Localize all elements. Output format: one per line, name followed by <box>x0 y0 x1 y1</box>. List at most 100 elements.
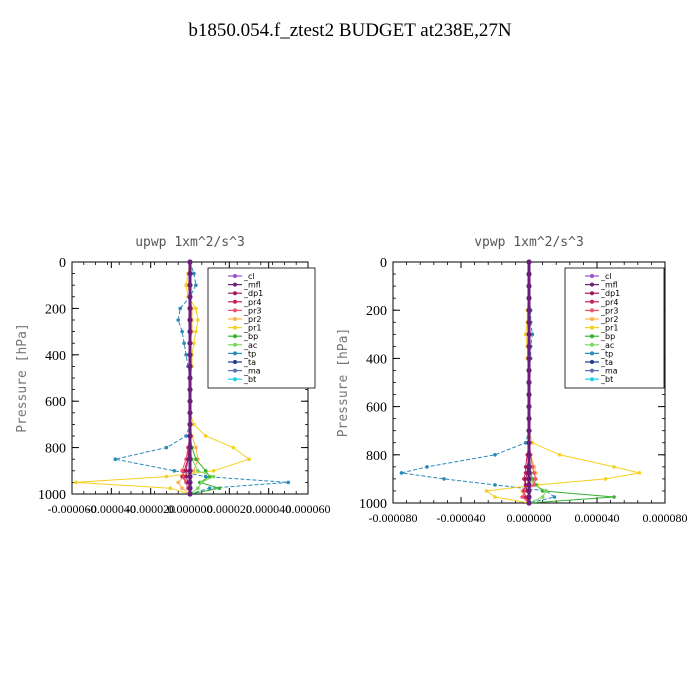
data-point <box>484 489 489 493</box>
data-point <box>187 474 193 480</box>
data-point <box>425 465 429 469</box>
data-point <box>247 457 251 462</box>
data-point <box>187 259 193 265</box>
data-point <box>180 486 184 491</box>
data-point <box>217 486 222 491</box>
y-tick-label: 600 <box>366 401 387 416</box>
y-tick-label: 400 <box>366 352 387 367</box>
data-point <box>530 441 535 445</box>
legend-marker <box>590 274 594 278</box>
legend-marker <box>233 325 237 330</box>
legend-marker <box>233 342 237 347</box>
data-point <box>526 470 532 476</box>
data-point <box>612 495 616 499</box>
y-axis-label: Pressure [hPa] <box>15 323 30 433</box>
x-tick-label: 0.000020 <box>207 502 252 516</box>
data-point <box>523 332 528 337</box>
data-point <box>552 495 557 499</box>
legend-marker <box>233 317 237 321</box>
x-tick-label: -0.000020 <box>126 502 175 516</box>
data-point <box>192 422 196 427</box>
legend-marker <box>233 351 237 356</box>
data-point <box>526 452 532 458</box>
legend-marker <box>233 360 237 364</box>
legend-entry: _pr2 <box>243 315 261 324</box>
data-point <box>526 295 532 301</box>
panel-1: -0.000060-0.000040-0.0000200.0000000.000… <box>15 235 331 516</box>
data-point <box>113 457 118 462</box>
data-point <box>176 480 180 485</box>
data-point <box>493 483 497 487</box>
data-point <box>187 363 193 369</box>
legend-entry: _cl <box>243 272 255 281</box>
data-point <box>187 479 193 485</box>
data-point <box>442 477 446 481</box>
y-tick-label: 1000 <box>359 497 387 512</box>
data-point <box>187 421 193 427</box>
data-point <box>187 445 193 451</box>
data-point <box>187 352 193 358</box>
data-point <box>184 353 188 357</box>
data-point <box>187 340 193 346</box>
x-tick-label: -0.000040 <box>87 502 136 516</box>
data-point <box>164 474 169 479</box>
legend-marker <box>590 308 594 313</box>
data-point <box>526 367 532 373</box>
data-point <box>526 494 532 500</box>
legend-entry: _pr4 <box>243 298 261 307</box>
data-point <box>184 469 188 473</box>
data-point <box>526 271 532 277</box>
legend-entry: _bt <box>600 375 613 384</box>
legend-marker <box>233 377 237 382</box>
x-tick-label: -0.000040 <box>437 511 486 525</box>
data-point <box>532 483 536 487</box>
data-point <box>523 483 528 487</box>
data-point <box>520 495 524 499</box>
data-point <box>203 474 208 479</box>
data-point <box>207 486 212 491</box>
data-point <box>187 468 193 474</box>
legend-marker <box>233 282 237 287</box>
data-point <box>523 477 528 481</box>
data-point <box>231 445 236 450</box>
legend-entry: _ma <box>600 367 618 376</box>
data-point <box>526 331 532 337</box>
data-point <box>493 495 497 499</box>
data-point <box>187 485 193 491</box>
legend-marker <box>590 334 594 339</box>
legend-entry: _bp <box>243 332 258 341</box>
legend-marker <box>590 317 594 321</box>
legend-entry: _dp1 <box>600 289 620 298</box>
data-point <box>637 471 642 475</box>
data-point <box>526 428 532 434</box>
x-tick-label: -0.000080 <box>369 511 418 525</box>
data-point <box>164 445 169 450</box>
data-point <box>74 480 78 485</box>
legend-marker <box>233 368 237 373</box>
legend-entry: _ac <box>243 341 257 350</box>
data-point <box>526 307 532 313</box>
data-point <box>187 491 193 497</box>
data-point <box>184 434 188 438</box>
data-point <box>526 482 532 488</box>
data-point <box>211 469 216 473</box>
legend-marker <box>590 325 594 330</box>
legend-marker <box>233 299 237 304</box>
legend-marker <box>590 291 594 296</box>
legend-entry: _tp <box>600 349 613 358</box>
data-point <box>557 453 562 457</box>
legend-entry: _pr3 <box>243 306 261 315</box>
x-tick-label: 0.000000 <box>168 502 213 516</box>
data-point <box>180 329 184 334</box>
data-point <box>180 469 184 473</box>
data-point <box>196 318 200 322</box>
data-point <box>526 259 532 265</box>
data-point <box>196 486 200 491</box>
data-point <box>526 464 532 470</box>
data-point <box>534 477 538 481</box>
data-point <box>526 283 532 289</box>
data-point <box>194 445 198 450</box>
legend-entry: _pr4 <box>600 298 618 307</box>
data-point <box>168 486 173 491</box>
legend-entry: _mfl <box>600 281 618 290</box>
